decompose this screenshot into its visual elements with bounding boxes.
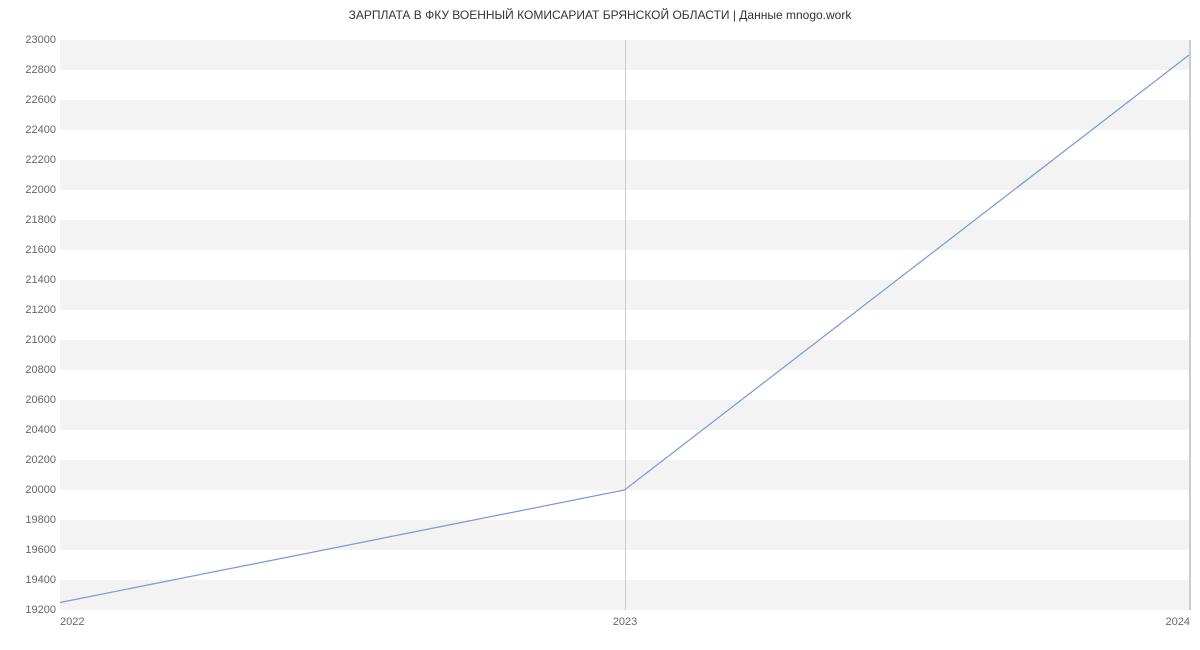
y-tick-label: 20200 [25,454,56,466]
y-tick-label: 22800 [25,64,56,76]
y-tick-label: 22200 [25,154,56,166]
x-tick-label: 2022 [60,616,84,628]
y-tick-label: 21400 [25,274,56,286]
y-tick-label: 20400 [25,424,56,436]
y-tick-label: 21200 [25,304,56,316]
y-tick-label: 21800 [25,214,56,226]
y-tick-label: 19200 [25,604,56,616]
y-tick-label: 22400 [25,124,56,136]
y-tick-label: 20000 [25,484,56,496]
y-tick-label: 22600 [25,94,56,106]
x-tick-label: 2024 [1166,616,1190,628]
y-tick-label: 21000 [25,334,56,346]
y-tick-label: 19600 [25,544,56,556]
y-tick-label: 23000 [25,34,56,46]
y-tick-label: 20800 [25,364,56,376]
y-tick-label: 19400 [25,574,56,586]
line-series [60,40,1189,610]
x-gridline [1190,40,1191,610]
y-tick-label: 21600 [25,244,56,256]
y-tick-label: 22000 [25,184,56,196]
x-tick-label: 2023 [613,616,637,628]
chart-title: ЗАРПЛАТА В ФКУ ВОЕННЫЙ КОМИСАРИАТ БРЯНСК… [0,8,1200,22]
y-tick-label: 19800 [25,514,56,526]
y-tick-label: 20600 [25,394,56,406]
plot-area [60,40,1190,610]
